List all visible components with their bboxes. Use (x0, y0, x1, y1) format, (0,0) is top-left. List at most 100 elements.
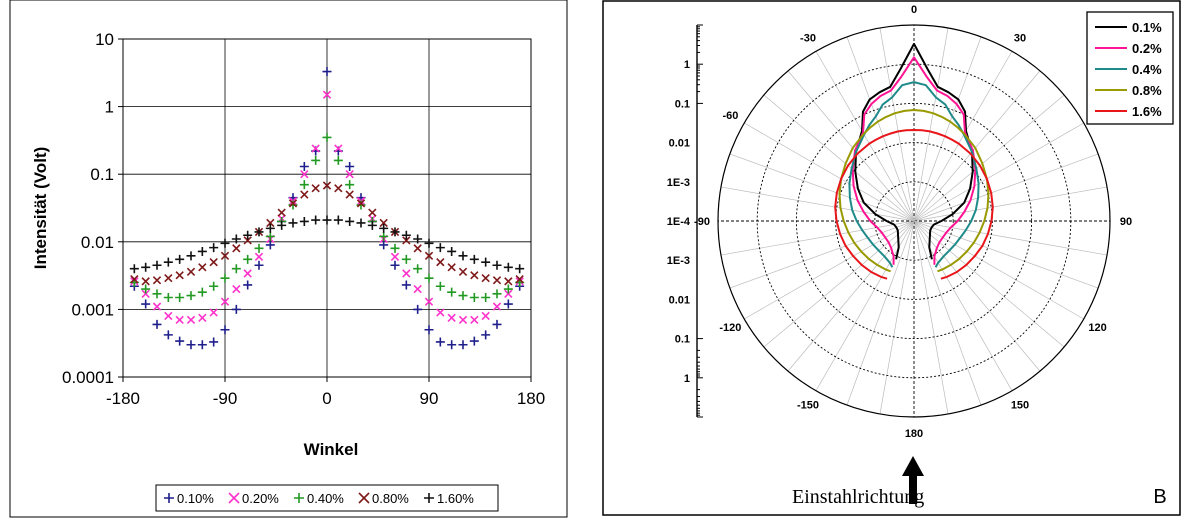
data-point (481, 330, 491, 340)
data-point (299, 161, 309, 171)
data-point (424, 325, 434, 335)
data-point (402, 269, 411, 278)
legend: 0.1% 0.2% 0.4% 0.8% 1.6% (1086, 11, 1174, 125)
data-point (231, 304, 241, 314)
data-point (254, 243, 264, 253)
legend-box (155, 484, 499, 512)
data-point (186, 251, 196, 261)
data-point (277, 208, 286, 217)
data-point (243, 236, 252, 245)
data-point (469, 292, 479, 302)
data-point (254, 227, 264, 237)
data-point (390, 227, 400, 237)
data-point (163, 257, 173, 267)
data-point (379, 240, 389, 250)
x-tick-label: 0 (322, 389, 331, 408)
data-point (198, 263, 207, 272)
data-point (503, 299, 513, 309)
y-tick-label: 0.1 (90, 165, 114, 184)
legend-label: 0.40% (307, 491, 344, 506)
y-tick-label: 1 (105, 98, 114, 117)
data-point (243, 269, 252, 278)
polar-spoke (787, 70, 915, 222)
data-point (243, 230, 253, 240)
data-point (152, 260, 162, 270)
data-point (345, 170, 354, 179)
series-0.20% (130, 90, 524, 325)
polar-spoke (879, 220, 915, 415)
angle-label: 180 (905, 428, 923, 440)
series-line-0.4% (848, 81, 980, 268)
data-point (334, 144, 343, 153)
chart-left-panel: -180 -90 0 90 180 10 1 0.1 0.01 0.001 0.0001 Inten… (0, 0, 575, 519)
data-point (379, 231, 389, 241)
data-point (334, 184, 343, 193)
data-point (232, 284, 241, 294)
polar-spoke (913, 51, 1013, 222)
data-point (458, 291, 468, 301)
data-point (288, 199, 298, 208)
data-point (288, 218, 298, 228)
data-point (175, 315, 184, 325)
data-point (130, 275, 139, 284)
data-point (198, 313, 207, 323)
data-point (504, 289, 513, 298)
data-point (401, 280, 411, 290)
data-point (413, 284, 422, 294)
data-point (424, 251, 434, 260)
data-point (175, 254, 185, 264)
polar-ring (795, 102, 1033, 340)
data-point (492, 319, 502, 329)
data-point (401, 230, 411, 240)
series-0.10% (129, 67, 525, 350)
data-point (436, 308, 445, 317)
data-point (163, 292, 173, 302)
series-line-0.8% (838, 109, 990, 273)
legend-label: 1.6% (1132, 104, 1162, 119)
data-point (141, 289, 150, 298)
polar-series (834, 42, 994, 280)
data-point (209, 257, 218, 267)
data-point (504, 277, 513, 286)
arrow-up-icon (902, 456, 924, 504)
data-point (277, 220, 287, 230)
data-point (379, 218, 388, 228)
legend-label: 1.60% (437, 491, 474, 506)
data-point (254, 252, 264, 261)
polar-spoke (815, 51, 915, 222)
polar-spoke (763, 94, 915, 222)
polar-chart: 0306090120150180-150-120-90-60-30 10.10.… (602, 0, 1181, 516)
data-point (424, 297, 434, 306)
data-point (447, 263, 456, 272)
y-tick-label: 0.001 (71, 300, 114, 319)
legend: 0.10% 0.20% 0.40% 0.80% 1.60% (164, 491, 474, 506)
radial-tick-label: 1E-3 (667, 255, 690, 267)
polar-spoke (720, 186, 915, 222)
x-axis-label: Winkel (304, 440, 359, 459)
polar-spoke (913, 122, 1084, 222)
data-point (322, 132, 332, 142)
data-point (209, 337, 219, 347)
data-point (515, 275, 524, 284)
polar-spoke (913, 220, 1041, 372)
radial-tick-label: 1 (684, 59, 690, 71)
polar-spoke (720, 220, 915, 256)
data-point (435, 281, 445, 291)
data-point (141, 262, 151, 272)
data-point (322, 90, 332, 99)
data-point (492, 302, 502, 311)
data-point (481, 292, 491, 302)
data-point (458, 267, 468, 276)
data-point (436, 257, 445, 267)
data-point (345, 190, 354, 199)
polar-spoke (913, 153, 1099, 222)
data-point (231, 234, 241, 244)
data-point (265, 231, 275, 241)
polar-spoke (879, 27, 915, 222)
data-point (141, 284, 151, 294)
data-point (424, 238, 434, 248)
angle-label: 30 (1014, 32, 1026, 44)
polar-spoke (846, 220, 915, 406)
y-tick-label: 10 (95, 30, 114, 49)
data-point (300, 170, 309, 179)
